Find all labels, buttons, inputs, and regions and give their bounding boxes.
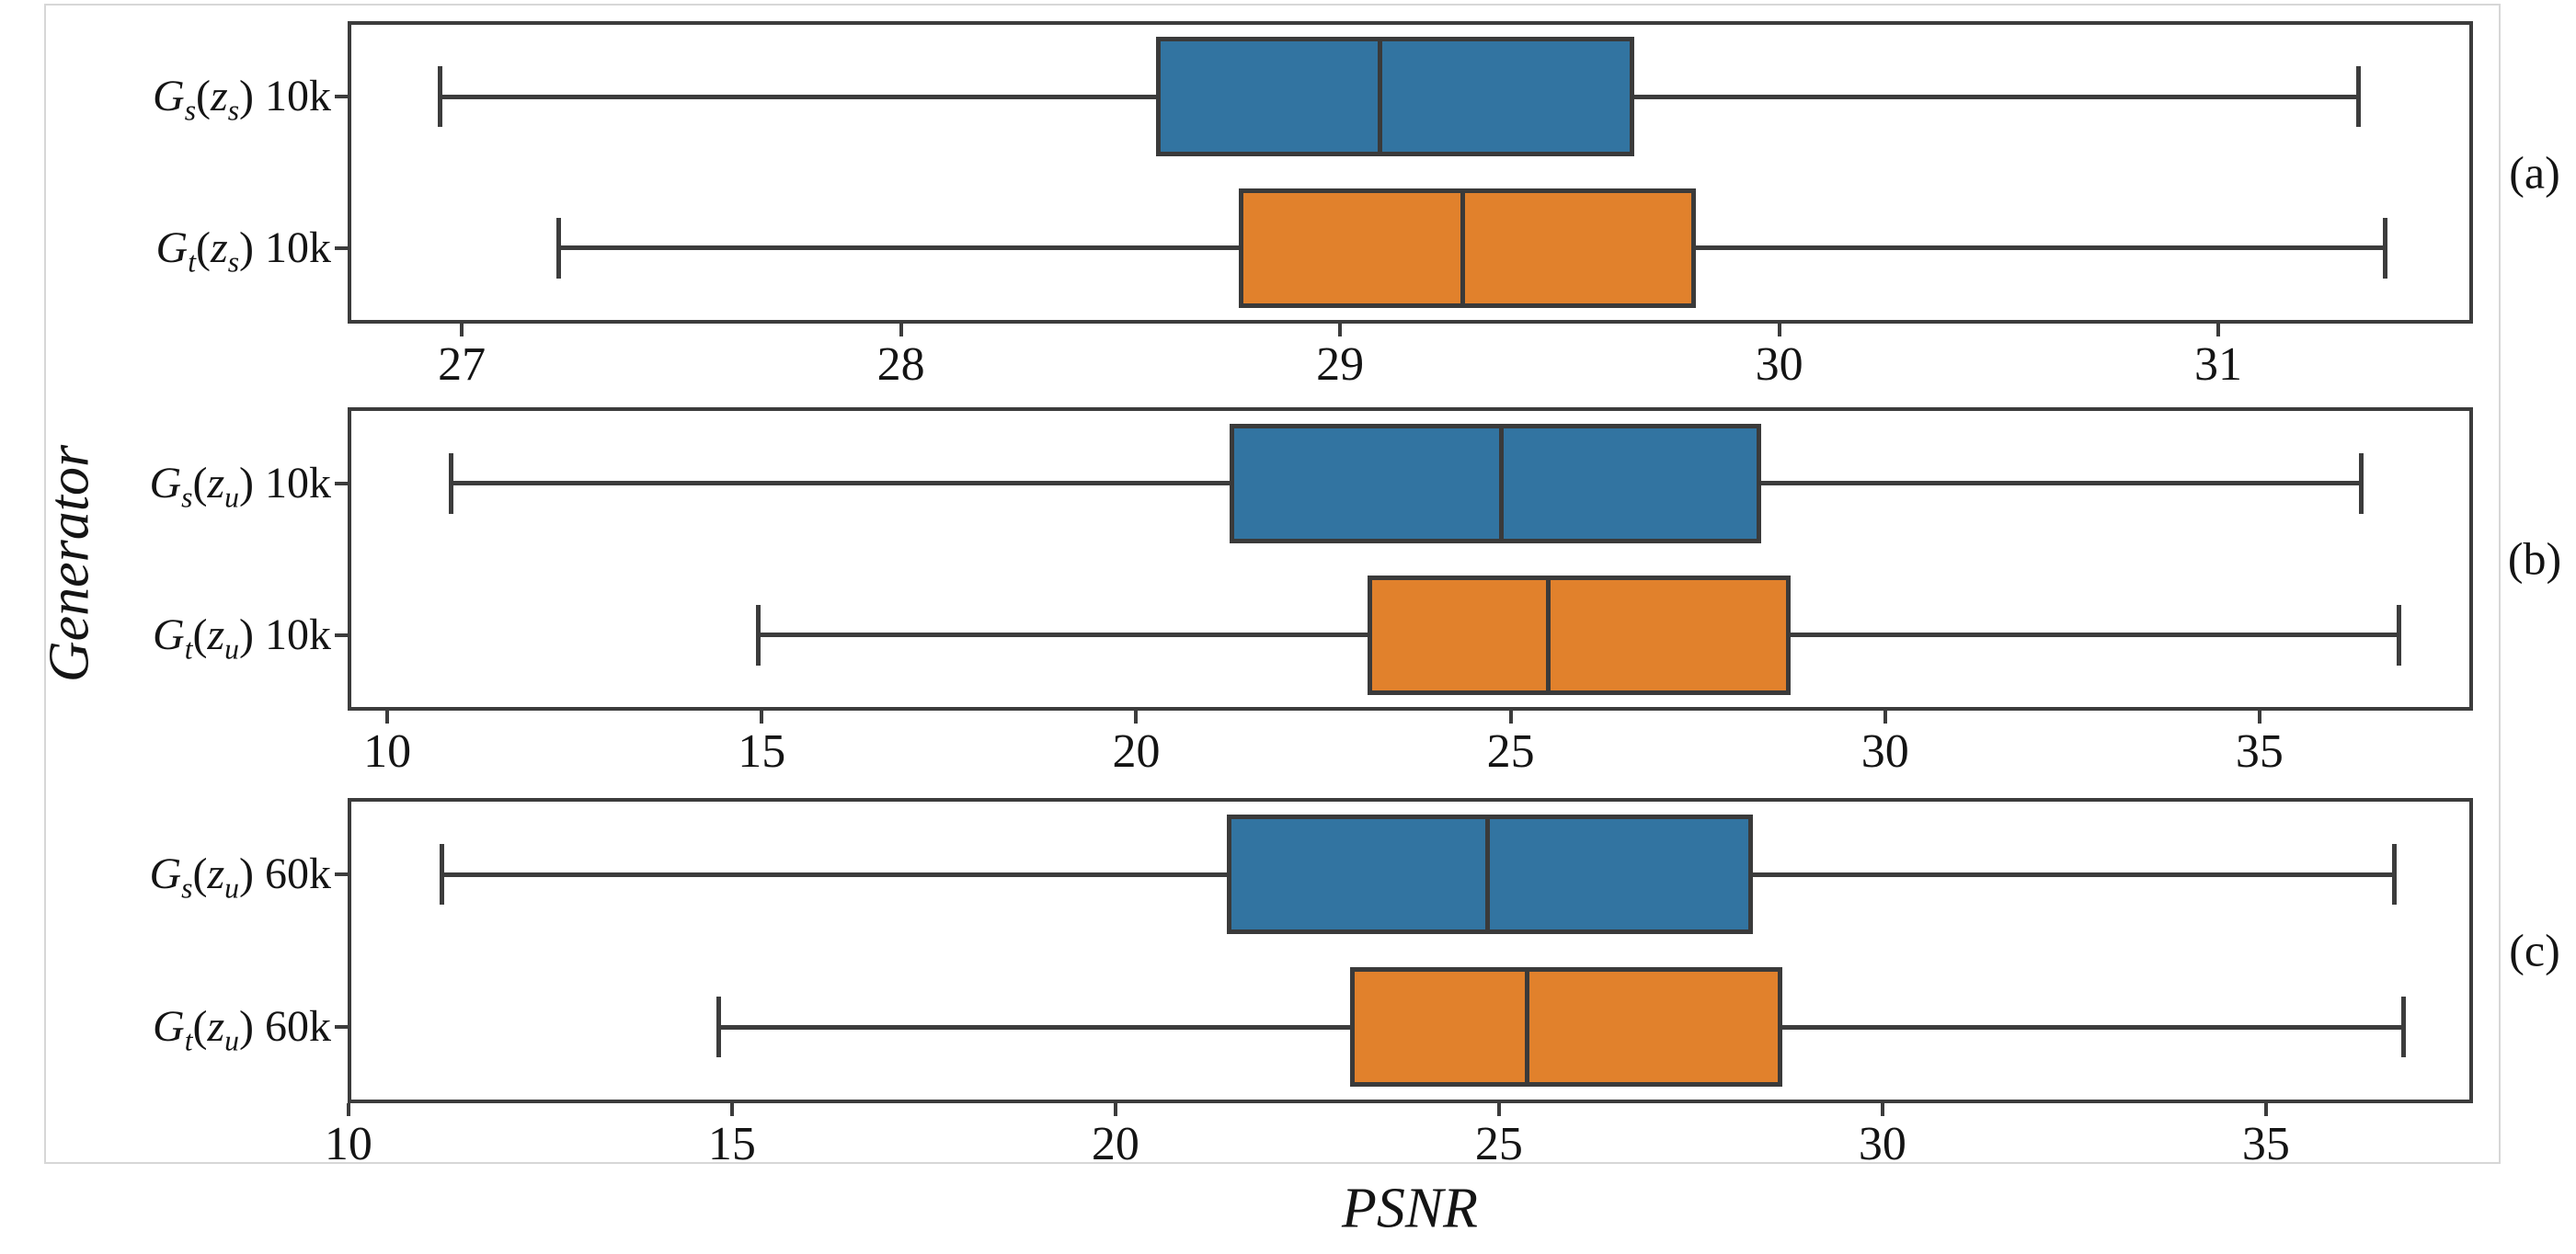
whisker-line	[558, 245, 1240, 251]
y-tick-mark	[335, 245, 348, 250]
x-tick-label: 10	[324, 1118, 372, 1170]
x-tick-mark	[1880, 1103, 1884, 1116]
category-label: Gs(zu) 60k	[149, 849, 332, 905]
whisker-cap	[440, 844, 445, 905]
category-label: Gs(zs) 10k	[153, 72, 331, 127]
y-tick-mark	[335, 95, 348, 99]
x-tick-label: 30	[1858, 1118, 1906, 1170]
x-tick-mark	[1883, 711, 1887, 724]
whisker-cap	[716, 997, 722, 1057]
x-tick-label: 15	[707, 1118, 756, 1170]
y-tick-mark	[335, 481, 348, 485]
whisker-cap	[2356, 66, 2362, 128]
y-tick-mark	[335, 633, 348, 637]
whisker-line	[1695, 245, 2386, 251]
median-line	[1460, 192, 1466, 303]
x-tick-label: 35	[2241, 1118, 2290, 1170]
x-tick-mark	[1134, 711, 1139, 724]
x-tick-mark	[1508, 711, 1513, 724]
x-tick-mark	[346, 1103, 350, 1116]
category-label: Gt(zu) 60k	[153, 1002, 331, 1057]
whisker-line	[1760, 481, 2362, 485]
x-tick-mark	[2257, 711, 2261, 724]
median-line	[1499, 428, 1505, 539]
x-tick-mark	[2216, 324, 2221, 336]
figure-frame	[44, 4, 2501, 1164]
x-tick-label: 25	[1486, 725, 1535, 778]
whisker-line	[441, 872, 1227, 877]
whisker-cap	[437, 66, 442, 128]
whisker-cap	[2392, 844, 2398, 905]
iqr-box	[1350, 967, 1782, 1087]
whisker-cap	[448, 452, 453, 514]
x-tick-label: 30	[1860, 725, 1909, 778]
x-tick-label: 28	[876, 338, 925, 391]
whisker-cap	[755, 604, 761, 666]
category-label: Gt(zs) 10k	[155, 222, 331, 279]
whisker-line	[451, 481, 1231, 485]
panel-label: (b)	[2507, 532, 2562, 585]
whisker-cap	[555, 217, 561, 279]
median-line	[1377, 41, 1382, 153]
iqr-box	[1155, 37, 1634, 157]
whisker-line	[1752, 872, 2395, 877]
x-tick-mark	[2263, 1103, 2268, 1116]
panel-label: (a)	[2509, 146, 2560, 198]
x-tick-label: 31	[2194, 338, 2243, 391]
iqr-box	[1368, 575, 1792, 695]
x-tick-label: 25	[1474, 1118, 1523, 1170]
whisker-cap	[2400, 997, 2406, 1057]
x-tick-mark	[899, 324, 903, 336]
whisker-cap	[2359, 452, 2364, 514]
whisker-line	[1781, 1024, 2404, 1030]
whisker-line	[440, 94, 1156, 99]
x-tick-label: 10	[363, 725, 412, 778]
median-line	[1525, 972, 1530, 1082]
y-tick-mark	[335, 1025, 348, 1029]
x-tick-mark	[729, 1103, 734, 1116]
x-tick-mark	[1777, 324, 1781, 336]
whisker-line	[718, 1024, 1351, 1030]
iqr-box	[1230, 423, 1761, 543]
x-tick-mark	[1338, 324, 1343, 336]
whisker-line	[1634, 94, 2359, 99]
x-tick-mark	[385, 711, 390, 724]
iqr-box	[1239, 188, 1696, 308]
panel-label: (c)	[2509, 924, 2560, 976]
y-tick-mark	[335, 872, 348, 876]
x-tick-mark	[460, 324, 464, 336]
x-tick-label: 20	[1112, 725, 1161, 778]
median-line	[1484, 819, 1490, 929]
x-tick-label: 29	[1316, 338, 1365, 391]
x-axis-label: PSNR	[1341, 1177, 1479, 1240]
whisker-cap	[2383, 217, 2387, 279]
median-line	[1545, 579, 1551, 690]
whisker-line	[1791, 633, 2399, 637]
x-tick-mark	[1496, 1103, 1501, 1116]
x-tick-label: 20	[1091, 1118, 1139, 1170]
x-tick-label: 27	[438, 338, 487, 391]
category-label: Gs(zu) 10k	[149, 458, 332, 514]
x-tick-label: 30	[1755, 338, 1803, 391]
x-tick-label: 35	[2235, 725, 2284, 778]
whisker-cap	[2396, 604, 2401, 666]
category-label: Gt(zu) 10k	[153, 610, 331, 666]
x-tick-mark	[760, 711, 764, 724]
x-tick-label: 15	[738, 725, 786, 778]
whisker-line	[758, 633, 1368, 637]
x-tick-mark	[1113, 1103, 1117, 1116]
